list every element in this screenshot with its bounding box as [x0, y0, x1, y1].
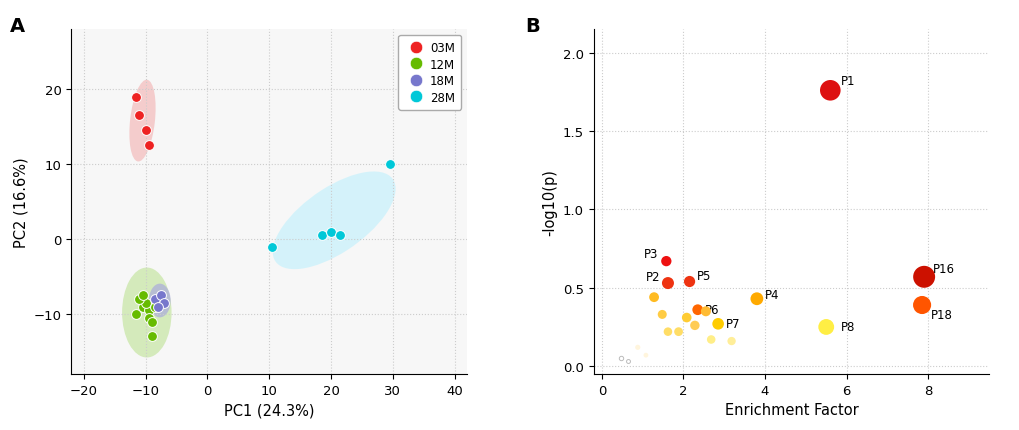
Point — [629, 344, 645, 351]
Point — [681, 278, 697, 285]
Point — [689, 307, 705, 313]
Point — [131, 113, 148, 120]
Point — [381, 161, 397, 168]
Point — [141, 307, 157, 314]
Point — [702, 336, 718, 343]
Point — [678, 314, 694, 321]
Point — [653, 311, 669, 318]
Point — [264, 243, 280, 250]
Point — [915, 274, 931, 281]
Point — [332, 232, 348, 239]
Point — [913, 302, 929, 309]
Text: P6: P6 — [704, 304, 718, 316]
Legend: 03M, 12M, 18M, 28M: 03M, 12M, 18M, 28M — [397, 36, 461, 110]
Point — [686, 322, 702, 329]
Text: P7: P7 — [726, 318, 740, 331]
Ellipse shape — [149, 284, 170, 318]
Point — [669, 329, 686, 335]
Text: A: A — [10, 17, 25, 36]
Text: P16: P16 — [932, 263, 954, 276]
Ellipse shape — [122, 268, 171, 358]
Point — [619, 358, 635, 365]
Point — [657, 258, 674, 265]
X-axis label: PC1 (24.3%): PC1 (24.3%) — [224, 402, 314, 417]
Point — [659, 329, 676, 335]
Point — [709, 321, 726, 328]
Text: P3: P3 — [643, 247, 657, 260]
Point — [141, 315, 157, 322]
Y-axis label: -log10(p): -log10(p) — [542, 169, 556, 236]
Point — [817, 324, 834, 331]
Point — [153, 292, 169, 299]
Point — [141, 143, 157, 150]
Point — [147, 296, 163, 303]
Point — [128, 94, 145, 101]
Point — [147, 303, 163, 310]
Ellipse shape — [129, 80, 156, 162]
Point — [156, 300, 172, 307]
Point — [135, 292, 151, 299]
Point — [722, 338, 739, 345]
Point — [612, 355, 629, 362]
Point — [138, 300, 154, 307]
Text: P4: P4 — [764, 288, 779, 301]
Point — [135, 303, 151, 310]
Point — [821, 88, 838, 95]
Text: P2: P2 — [645, 270, 659, 284]
Ellipse shape — [272, 172, 395, 270]
Point — [637, 352, 653, 359]
Point — [323, 229, 339, 236]
Point — [697, 308, 713, 315]
Point — [138, 128, 154, 135]
Point — [659, 280, 676, 287]
Point — [128, 311, 145, 318]
X-axis label: Enrichment Factor: Enrichment Factor — [723, 402, 858, 417]
Text: P8: P8 — [840, 321, 854, 334]
Text: P18: P18 — [930, 308, 952, 321]
Point — [150, 303, 166, 310]
Point — [748, 295, 764, 302]
Point — [131, 296, 148, 303]
Point — [313, 232, 329, 239]
Text: B: B — [525, 17, 539, 36]
Text: P1: P1 — [840, 75, 854, 88]
Y-axis label: PC2 (16.6%): PC2 (16.6%) — [13, 157, 29, 247]
Point — [144, 333, 160, 340]
Point — [144, 318, 160, 325]
Point — [645, 294, 661, 301]
Text: P5: P5 — [696, 269, 710, 282]
